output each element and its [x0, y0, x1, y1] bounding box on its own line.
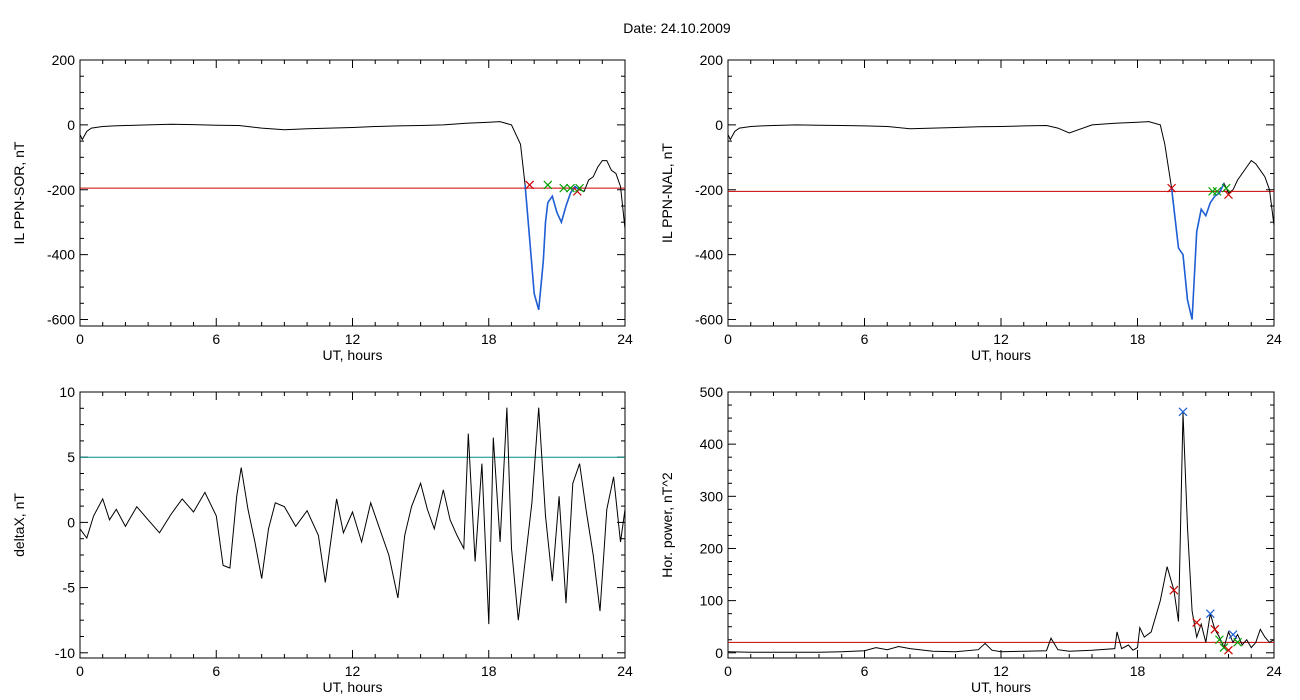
x-tick-label: 18: [1130, 663, 1146, 679]
y-tick-label: 200: [52, 52, 76, 68]
x-axis-label: UT, hours: [323, 679, 383, 695]
x-tick-label: 24: [617, 331, 633, 347]
series-line: [80, 121, 625, 310]
x-marker: [1224, 190, 1233, 200]
y-tick-label: 300: [700, 488, 724, 504]
x-marker: [1210, 624, 1220, 634]
x-marker: [1219, 643, 1229, 652]
y-tick-label: 500: [700, 384, 724, 400]
x-marker: [1205, 609, 1215, 619]
y-tick-label: -600: [47, 312, 75, 328]
y-tick-label: 0: [67, 514, 75, 530]
chart-deltax: 0 6 12 18 24 10 5 0 -5 -10 UT, hours deltaX, nT: [11, 384, 633, 695]
figure-title: Date: 24.10.2009: [623, 20, 731, 36]
y-tick-label: 0: [67, 117, 75, 133]
y-tick-label: 0: [715, 117, 723, 133]
plot-frame: [79, 59, 626, 327]
y-tick-label: -200: [47, 182, 75, 198]
series-line: [728, 121, 1274, 320]
chart-nal: 0 6 12 18 24 200 0 -200 -400 -600 UT, hours IL PPN-…: [659, 52, 1282, 363]
y-tick-label: -600: [695, 312, 723, 328]
charts-container: 0 6 12 18 24 200 0 -200 -400 -600 UT, hours IL PPN-…: [11, 52, 1282, 695]
y-tick-label: 100: [700, 593, 724, 609]
x-marker: [525, 180, 535, 190]
x-tick-label: 6: [212, 331, 220, 347]
x-tick-label: 0: [724, 663, 732, 679]
y-tick-label: 400: [700, 436, 724, 452]
plot-area: [80, 407, 625, 625]
x-marker: [1167, 183, 1177, 193]
plot-frame: [79, 391, 626, 659]
x-tick-label: 18: [481, 331, 497, 347]
series-line: [80, 407, 625, 625]
x-marker: [575, 183, 585, 193]
y-tick-label: 10: [59, 384, 75, 400]
x-tick-label: 6: [861, 331, 869, 347]
x-marker: [1228, 630, 1238, 639]
x-axis-label: UT, hours: [971, 679, 1031, 695]
x-tick-label: 18: [481, 663, 497, 679]
chart-power: 0 6 12 18 24 500 400 300 200 100 0 UT, hours Hor. po…: [659, 384, 1282, 695]
y-tick-label: 200: [700, 52, 724, 68]
x-tick-label: 0: [76, 663, 84, 679]
x-axis-label: UT, hours: [323, 347, 383, 363]
x-marker: [559, 183, 569, 193]
chart-sor: 0 6 12 18 24 200 0 -200 -400 -600 UT, hours IL PPN-…: [11, 52, 633, 363]
x-tick-label: 12: [993, 663, 1009, 679]
y-tick-label: 0: [715, 645, 723, 661]
x-marker: [566, 183, 575, 193]
y-axis-label: IL PPN-NAL, nT: [659, 143, 675, 243]
x-marker: [1192, 618, 1202, 627]
x-marker: [543, 180, 553, 190]
x-tick-label: 24: [1266, 331, 1282, 347]
x-marker: [1214, 635, 1224, 645]
x-tick-label: 24: [1266, 663, 1282, 679]
y-tick-label: 200: [700, 540, 724, 556]
series-line: [728, 412, 1274, 653]
plot-frame: [727, 59, 1275, 327]
plot-area: [728, 121, 1274, 320]
x-tick-label: 24: [617, 663, 633, 679]
plot-frame: [727, 391, 1275, 659]
x-tick-label: 6: [212, 663, 220, 679]
x-axis-label: UT, hours: [971, 347, 1031, 363]
plot-area: [80, 121, 625, 311]
y-axis-label: deltaX, nT: [11, 493, 27, 557]
y-tick-label: -5: [63, 580, 76, 596]
y-axis-label: Hor. power, nT^2: [659, 472, 675, 578]
x-tick-label: 12: [345, 331, 361, 347]
y-tick-label: 5: [67, 449, 75, 465]
series-highlight: [1170, 182, 1225, 320]
y-axis-label: IL PPN-SOR, nT: [11, 141, 27, 244]
x-tick-label: 0: [724, 331, 732, 347]
x-marker: [1169, 585, 1179, 595]
x-tick-label: 18: [1130, 331, 1146, 347]
y-tick-label: -10: [55, 645, 75, 661]
y-tick-label: -400: [47, 247, 75, 263]
series-highlight: [524, 184, 581, 311]
x-tick-label: 0: [76, 331, 84, 347]
plot-area: [728, 407, 1274, 655]
x-marker: [1224, 645, 1233, 655]
y-tick-label: -200: [695, 182, 723, 198]
x-marker: [1221, 183, 1231, 193]
x-marker: [1178, 407, 1188, 417]
x-marker: [1212, 186, 1222, 196]
x-tick-label: 12: [345, 663, 361, 679]
x-tick-label: 12: [993, 331, 1009, 347]
y-tick-label: -400: [695, 247, 723, 263]
x-tick-label: 6: [861, 663, 869, 679]
x-marker: [1233, 637, 1243, 647]
